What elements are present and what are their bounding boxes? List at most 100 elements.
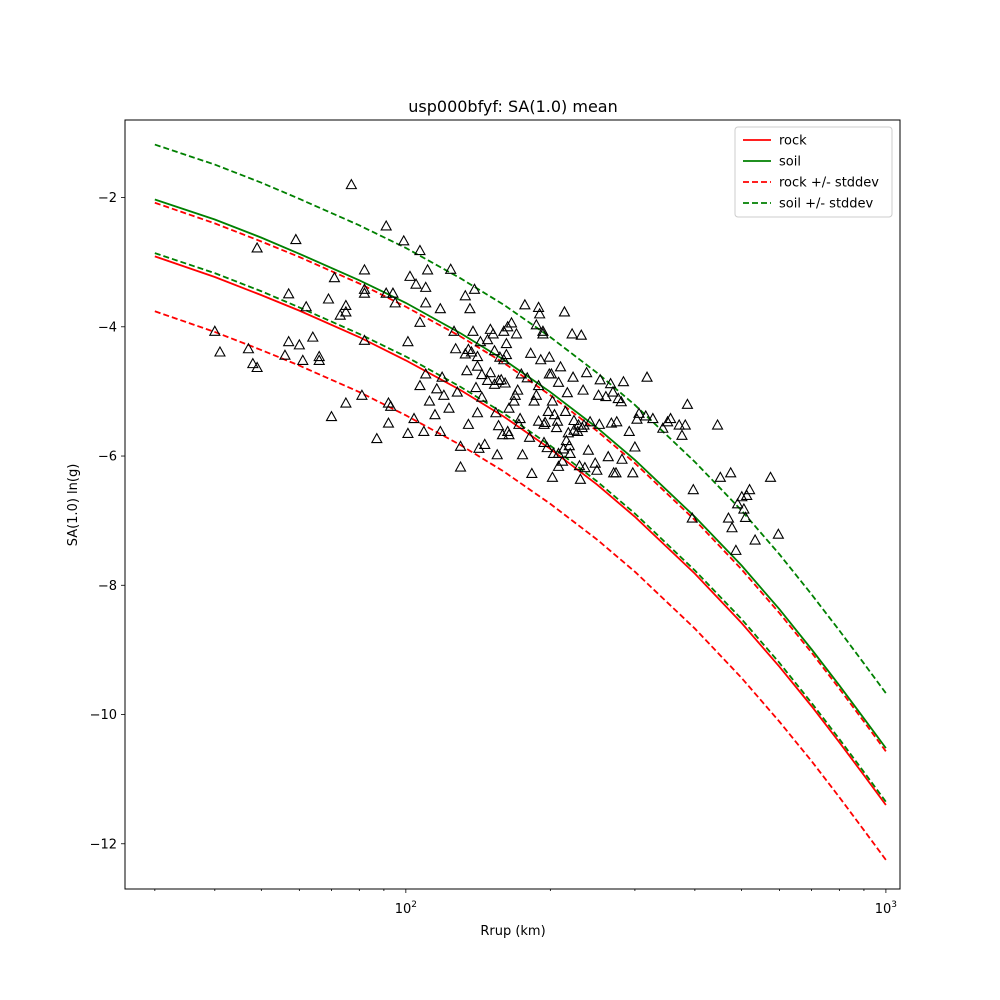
data-point <box>582 444 595 455</box>
data-point <box>523 431 536 442</box>
legend-label: soil <box>779 155 801 170</box>
data-point <box>313 350 326 362</box>
data-point <box>673 418 686 430</box>
y-tick-label: −12 <box>90 837 117 852</box>
y-tick-label: −4 <box>98 320 117 335</box>
curve-rock <box>154 255 887 806</box>
data-point <box>251 241 264 253</box>
data-point <box>358 287 371 298</box>
data-point <box>623 425 636 437</box>
data-point <box>279 349 291 360</box>
data-point <box>610 415 623 427</box>
data-point <box>764 471 777 482</box>
data-point <box>749 533 762 545</box>
data-point <box>714 471 727 482</box>
data-point <box>578 418 590 430</box>
data-point <box>501 320 514 332</box>
data-point <box>484 366 497 378</box>
data-point <box>521 371 534 383</box>
data-point <box>574 473 587 484</box>
data-point <box>380 219 393 231</box>
data-point <box>617 375 630 387</box>
data-point <box>536 325 549 336</box>
data-point <box>534 353 547 365</box>
data-point <box>558 305 571 317</box>
data-point <box>414 316 426 327</box>
data-point <box>451 385 464 397</box>
data-point <box>246 357 259 369</box>
data-point <box>533 307 546 319</box>
data-point <box>448 325 460 336</box>
data-point <box>487 327 500 339</box>
data-point <box>475 368 488 380</box>
data-point <box>551 415 564 426</box>
data-point <box>505 316 518 328</box>
data-point <box>434 302 447 314</box>
data-point <box>500 337 513 349</box>
data-point <box>584 415 597 427</box>
y-axis-label: SA(1.0) ln(g) <box>66 464 81 547</box>
legend-label: soil +/- stddev <box>779 197 874 212</box>
data-point <box>417 425 430 437</box>
data-point <box>462 418 475 429</box>
data-point <box>615 395 628 407</box>
data-point <box>772 528 785 539</box>
data-point <box>590 464 603 475</box>
data-point <box>510 327 523 339</box>
data-point <box>242 342 255 354</box>
data-point <box>580 366 593 378</box>
data-point <box>511 383 524 395</box>
data-point <box>419 281 432 292</box>
data-point <box>557 442 570 454</box>
data-point <box>282 287 295 299</box>
data-point <box>552 376 565 387</box>
data-point <box>436 371 449 382</box>
data-point <box>380 287 393 298</box>
data-point <box>414 379 426 391</box>
data-point <box>524 347 537 358</box>
data-point <box>313 354 326 365</box>
data-point <box>300 300 313 312</box>
data-point <box>492 419 505 431</box>
data-point <box>345 178 358 190</box>
data-point <box>575 329 588 340</box>
data-point <box>503 428 515 440</box>
data-point <box>676 429 688 440</box>
data-point <box>296 354 309 365</box>
data-point <box>532 415 545 426</box>
data-point <box>497 353 510 365</box>
data-point <box>491 448 504 460</box>
y-tick-label: −2 <box>98 191 117 206</box>
data-point <box>525 467 538 479</box>
data-point <box>328 271 341 283</box>
curve-soil <box>154 198 887 749</box>
data-point <box>530 389 543 400</box>
data-point <box>322 292 335 304</box>
data-point <box>541 441 554 453</box>
data-point <box>548 408 561 420</box>
data-point <box>639 409 652 421</box>
data-point <box>546 471 559 482</box>
data-point <box>325 410 338 422</box>
data-point <box>478 438 491 449</box>
data-point <box>437 389 450 400</box>
data-point <box>421 263 434 275</box>
data-point <box>306 330 319 342</box>
data-point <box>536 327 549 339</box>
data-point <box>454 440 467 451</box>
data-point <box>646 412 659 424</box>
data-point <box>467 325 479 336</box>
data-point <box>539 416 552 427</box>
plot-area <box>154 143 887 861</box>
data-point <box>641 371 653 382</box>
data-point <box>592 389 605 400</box>
data-point <box>334 309 347 320</box>
data-point <box>471 360 484 371</box>
data-point <box>735 490 748 502</box>
data-point <box>552 460 565 471</box>
data-point <box>514 412 527 424</box>
x-tick-label: 102 <box>395 900 417 917</box>
data-point <box>726 521 738 533</box>
data-point <box>481 374 494 385</box>
data-point <box>661 415 674 427</box>
